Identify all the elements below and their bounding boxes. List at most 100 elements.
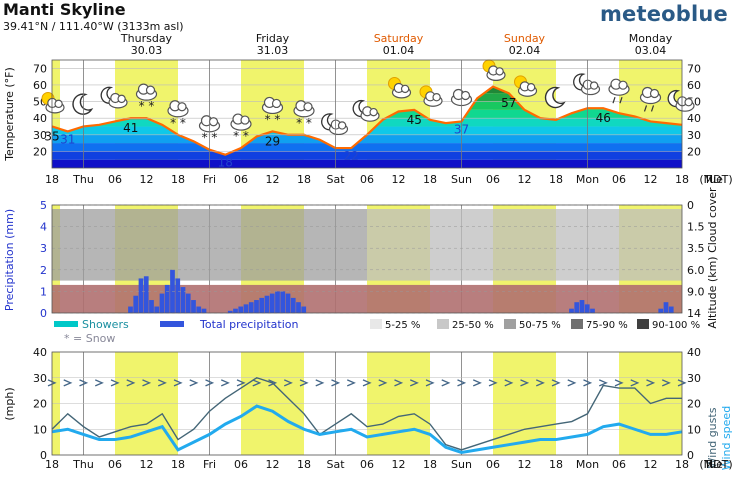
wind-ytick-right: 20 (687, 398, 701, 411)
temp-ytick-right: 20 (687, 145, 701, 158)
temp-band-3 (52, 134, 682, 144)
cloud-puff (145, 85, 156, 95)
day-date: 31.03 (257, 44, 289, 57)
precip-bar (175, 278, 181, 313)
snowflake-marks: * * (265, 112, 281, 126)
snowflake-marks: * * (139, 99, 155, 113)
wind-panel-frame (51, 351, 683, 456)
precip-ytick-left: 4 (40, 221, 47, 234)
precip-bar (264, 295, 270, 313)
time-tick-label: 06 (486, 173, 500, 186)
wind-direction-arrow (315, 379, 325, 387)
wind-direction-arrow (94, 379, 104, 387)
precip-bar (138, 278, 144, 313)
snow-cloud-icon: * * (293, 100, 315, 130)
wind-direction-arrow (378, 379, 388, 387)
time-tick-label: Sun (451, 458, 472, 471)
legend-swatch-cloud (571, 319, 583, 329)
wind-ylabel: (mph) (3, 387, 16, 420)
precip-bar (296, 302, 301, 313)
sun-cloud-icon (419, 85, 443, 107)
wind-direction-arrow (425, 379, 435, 387)
legend-swatch-cloud (370, 319, 382, 329)
time-tick-label: 12 (392, 458, 406, 471)
wind-direction-arrow (472, 379, 482, 387)
wind-direction-arrow (583, 379, 593, 387)
cloud-puff (303, 102, 313, 112)
precip-bar (663, 302, 669, 313)
precip-bar (159, 293, 165, 313)
meteoblue-logo[interactable]: meteoblue (599, 2, 728, 26)
day-name: Saturday (374, 32, 424, 45)
temp-ytick-right: 70 (687, 62, 701, 75)
moon-cloud-icon (352, 99, 380, 122)
wind-direction-arrow (394, 379, 404, 387)
snowflake-marks: * * (233, 129, 249, 143)
wind-direction-arrow (457, 379, 467, 387)
precip-ytick-right: 14 (687, 307, 701, 320)
location-coords: 39.41°N / 111.40°W (3133m asl) (3, 20, 184, 33)
time-tick-label: 18 (171, 458, 185, 471)
wind-direction-arrow (362, 379, 372, 387)
day-date: 02.04 (509, 44, 541, 57)
snowflake-marks: * * (296, 116, 312, 130)
snowflake-marks: * * (170, 116, 186, 130)
raindrop (650, 105, 655, 112)
wind-direction-arrow (157, 379, 167, 387)
wind-direction-arrow (520, 379, 530, 387)
wind-ytick-right: 0 (687, 449, 694, 462)
cloud-puff (369, 107, 378, 117)
cloud-puff (526, 83, 536, 92)
day-date: 30.03 (131, 44, 163, 57)
temp-extreme-label: 41 (123, 121, 138, 135)
time-tick-label: 06 (234, 173, 248, 186)
temp-ytick-left: 60 (33, 79, 47, 92)
time-tick-label: 06 (360, 173, 374, 186)
precip-bar (128, 306, 133, 313)
wind-ytick-left: 30 (33, 372, 47, 385)
precip-ytick-left: 2 (40, 264, 47, 277)
precip-bar (658, 308, 664, 313)
cloud-puff (177, 102, 187, 112)
legend-label: 5-25 % (385, 320, 420, 331)
cloud-cover-area-1 (367, 209, 682, 281)
day-date: 01.04 (383, 44, 415, 57)
raindrop (643, 105, 648, 112)
wind-direction-arrow (409, 379, 419, 387)
temp-extreme-label: 57 (501, 96, 516, 110)
time-tick-label: 12 (518, 458, 532, 471)
precip-ytick-right: 0 (687, 199, 694, 212)
precip-ytick-right: 9.0 (687, 285, 705, 298)
cloud-cover-area-0 (52, 209, 367, 281)
temp-ytick-left: 20 (33, 145, 47, 158)
precip-bar (254, 300, 259, 313)
legend-label: Showers (82, 318, 129, 331)
time-tick-label: 06 (234, 458, 248, 471)
wind-direction-arrow (142, 379, 152, 387)
timezone-label: (MDT) (699, 173, 732, 186)
time-tick-label: 18 (297, 173, 311, 186)
wind-direction-arrow (535, 379, 545, 387)
time-tick-label: 12 (140, 458, 154, 471)
precip-ytick-right: 1.5 (687, 221, 705, 234)
sun-cloud-icon (482, 59, 506, 81)
cloud-puff (684, 97, 693, 107)
temp-band-0 (52, 159, 682, 168)
wind-direction-arrow (110, 379, 120, 387)
precip-bar (301, 306, 307, 313)
cloud-puff (400, 84, 410, 94)
moon-shape (544, 86, 566, 109)
time-tick-label: 18 (45, 173, 59, 186)
time-tick-label: 18 (171, 173, 185, 186)
wind-direction-arrow (252, 379, 262, 387)
legend-swatch-cloud (504, 319, 516, 329)
time-tick-label: 18 (45, 458, 59, 471)
wind-direction-arrow (220, 379, 230, 387)
wind-direction-arrow (47, 379, 57, 387)
precip-bar (149, 300, 154, 313)
precip-bar (259, 297, 265, 313)
time-tick-label: Sat (326, 173, 345, 186)
precip-bar (233, 308, 238, 313)
time-tick-label: 06 (360, 458, 374, 471)
